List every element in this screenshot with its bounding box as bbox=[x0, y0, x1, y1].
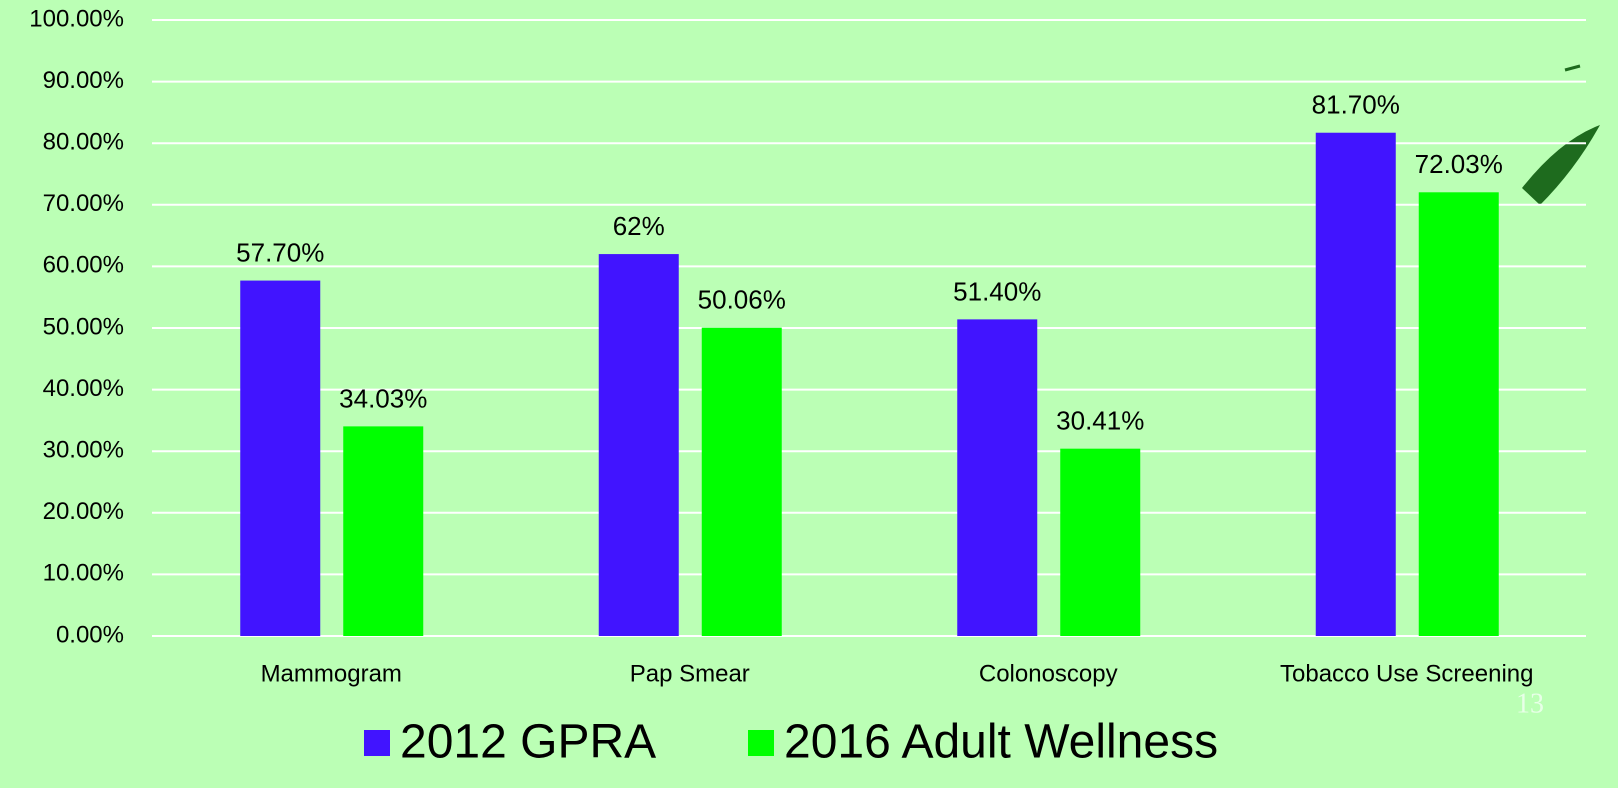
value-label: 34.03% bbox=[339, 383, 427, 413]
bar bbox=[599, 254, 679, 636]
x-tick-label: Mammogram bbox=[261, 660, 402, 687]
y-tick-label: 90.00% bbox=[43, 67, 124, 94]
y-tick-label: 80.00% bbox=[43, 129, 124, 156]
bar bbox=[702, 328, 782, 636]
bar bbox=[1316, 133, 1396, 636]
y-tick-label: 0.00% bbox=[56, 621, 124, 648]
y-tick-label: 60.00% bbox=[43, 252, 124, 279]
legend-label: 2012 GPRA bbox=[400, 716, 656, 769]
bar bbox=[343, 426, 423, 636]
value-label: 51.40% bbox=[953, 276, 1041, 306]
legend-label: 2016 Adult Wellness bbox=[784, 716, 1218, 769]
value-label: 50.06% bbox=[698, 285, 786, 315]
x-tick-label: Pap Smear bbox=[630, 660, 750, 687]
bar bbox=[1060, 449, 1140, 636]
value-label: 72.03% bbox=[1415, 149, 1503, 179]
y-tick-label: 20.00% bbox=[43, 498, 124, 525]
bar bbox=[957, 319, 1037, 636]
y-tick-label: 30.00% bbox=[43, 437, 124, 464]
legend-swatch bbox=[364, 730, 390, 756]
y-tick-label: 100.00% bbox=[29, 5, 124, 32]
legend-swatch bbox=[748, 730, 774, 756]
value-label: 62% bbox=[613, 211, 665, 241]
value-label: 57.70% bbox=[236, 237, 324, 267]
y-tick-label: 70.00% bbox=[43, 190, 124, 217]
x-tick-label: Tobacco Use Screening bbox=[1280, 660, 1533, 687]
x-tick-label: Colonoscopy bbox=[979, 660, 1118, 687]
y-tick-label: 50.00% bbox=[43, 313, 124, 340]
value-label: 30.41% bbox=[1056, 406, 1144, 436]
y-tick-label: 40.00% bbox=[43, 375, 124, 402]
bar bbox=[240, 281, 320, 636]
y-tick-label: 10.00% bbox=[43, 560, 124, 587]
bar bbox=[1419, 192, 1499, 636]
chart: 13 0.00% 10.00% 20.00% 30.00% 40.00% 50.00% 60… bbox=[0, 0, 1618, 788]
slide-number: 13 bbox=[1516, 688, 1544, 719]
value-label: 81.70% bbox=[1312, 90, 1400, 120]
